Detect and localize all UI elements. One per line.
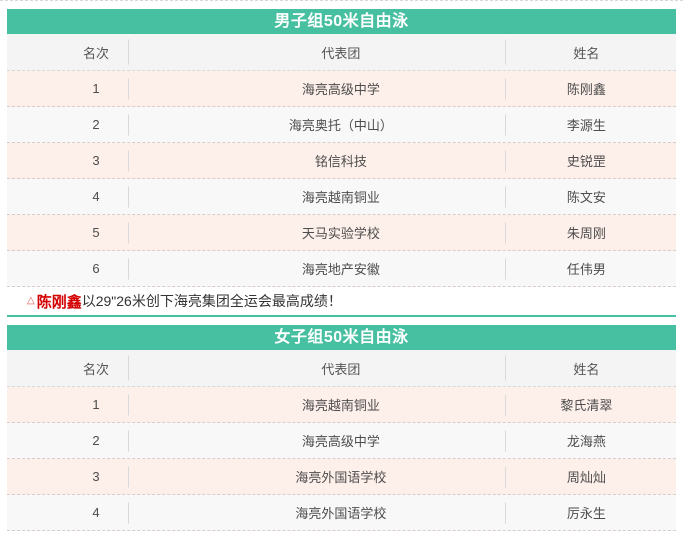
column-divider	[504, 222, 506, 243]
column-divider	[504, 394, 506, 415]
column-divider	[128, 150, 130, 171]
column-divider	[504, 430, 506, 451]
name-cell: 黎氏清翠	[560, 398, 613, 413]
column-divider	[128, 114, 130, 135]
team-cell: 海亮外国语学校	[295, 506, 387, 521]
team-cell: 海亮越南铜业	[301, 398, 380, 413]
women-table-body: 1 海亮越南铜业 黎氏清翠 2 海亮高级中学 龙海燕 3 海亮外国语学校 周灿灿…	[7, 387, 676, 531]
rank-cell: 2	[92, 117, 100, 132]
rank-cell: 4	[92, 189, 100, 204]
column-header-team: 代表团	[321, 45, 361, 61]
table-row: 6 海亮地产安徽 任伟男	[7, 251, 676, 287]
column-divider	[504, 502, 506, 523]
rank-cell: 1	[92, 81, 100, 96]
women-table-title: 女子组50米自由泳	[7, 325, 676, 350]
team-cell: 天马实验学校	[301, 226, 380, 241]
rank-cell: 3	[92, 469, 100, 484]
column-divider	[504, 78, 506, 99]
table-row: 4 海亮外国语学校 厉永生	[7, 495, 676, 531]
triangle-icon: △	[27, 295, 35, 306]
column-divider	[504, 466, 506, 487]
rank-cell: 1	[92, 397, 100, 412]
team-cell: 海亮高级中学	[301, 82, 380, 97]
men-table-title: 男子组50米自由泳	[7, 9, 676, 34]
rank-cell: 5	[92, 225, 100, 240]
column-header-rank: 名次	[82, 45, 109, 61]
team-cell: 海亮越南铜业	[301, 190, 380, 205]
column-header-name: 姓名	[573, 361, 600, 377]
top-dashed-divider	[0, 0, 683, 9]
column-divider	[128, 186, 130, 207]
section-divider-line	[7, 315, 676, 317]
table-row: 2 海亮高级中学 龙海燕	[7, 423, 676, 459]
table-row: 1 海亮高级中学 陈刚鑫	[7, 71, 676, 107]
column-divider	[128, 466, 130, 487]
column-divider	[128, 394, 130, 415]
column-divider	[128, 258, 130, 279]
column-divider	[128, 222, 130, 243]
name-cell: 周灿灿	[566, 470, 606, 485]
table-row: 4 海亮越南铜业 陈文安	[7, 179, 676, 215]
column-divider	[128, 355, 130, 381]
men-results-section: 男子组50米自由泳 名次 代表团 姓名 1 海亮高级中学 陈刚鑫 2 海亮奥托（…	[7, 9, 676, 287]
name-cell: 李源生	[566, 118, 606, 133]
name-cell: 陈刚鑫	[566, 82, 606, 97]
team-cell: 铭信科技	[314, 154, 367, 169]
name-cell: 朱周刚	[566, 226, 606, 241]
men-table-body: 1 海亮高级中学 陈刚鑫 2 海亮奥托（中山） 李源生 3 铭信科技 史锐罡 4…	[7, 71, 676, 287]
men-table-header-row: 名次 代表团 姓名	[7, 34, 676, 71]
column-divider	[128, 430, 130, 451]
table-row: 1 海亮越南铜业 黎氏清翠	[7, 387, 676, 423]
team-cell: 海亮外国语学校	[295, 470, 387, 485]
team-cell: 海亮地产安徽	[301, 262, 380, 277]
column-divider	[504, 355, 506, 381]
column-divider	[504, 39, 506, 65]
column-divider	[504, 150, 506, 171]
table-row: 3 铭信科技 史锐罡	[7, 143, 676, 179]
women-results-section: 女子组50米自由泳 名次 代表团 姓名 1 海亮越南铜业 黎氏清翠 2 海亮高级…	[7, 325, 676, 531]
note-athlete-name: 陈刚鑫	[36, 293, 82, 311]
name-cell: 史锐罡	[566, 154, 606, 169]
column-divider	[504, 114, 506, 135]
rank-cell: 3	[92, 153, 100, 168]
column-divider	[504, 258, 506, 279]
table-row: 3 海亮外国语学校 周灿灿	[7, 459, 676, 495]
column-header-name: 姓名	[573, 45, 600, 61]
team-cell: 海亮奥托（中山）	[288, 118, 393, 133]
rank-cell: 2	[92, 433, 100, 448]
column-header-team: 代表团	[321, 361, 361, 377]
rank-cell: 4	[92, 505, 100, 520]
name-cell: 厉永生	[566, 506, 606, 521]
results-page: 男子组50米自由泳 名次 代表团 姓名 1 海亮高级中学 陈刚鑫 2 海亮奥托（…	[0, 9, 683, 531]
column-divider	[128, 39, 130, 65]
name-cell: 陈文安	[566, 190, 606, 205]
column-divider	[504, 186, 506, 207]
name-cell: 龙海燕	[566, 434, 606, 449]
column-header-rank: 名次	[82, 361, 109, 377]
record-note: △ 陈刚鑫 以29"26米创下海亮集团全运会最高成绩！	[7, 287, 676, 315]
table-row: 2 海亮奥托（中山） 李源生	[7, 107, 676, 143]
women-table-header-row: 名次 代表团 姓名	[7, 350, 676, 387]
column-divider	[128, 78, 130, 99]
name-cell: 任伟男	[566, 262, 606, 277]
column-divider	[128, 502, 130, 523]
team-cell: 海亮高级中学	[301, 434, 380, 449]
table-row: 5 天马实验学校 朱周刚	[7, 215, 676, 251]
rank-cell: 6	[92, 261, 100, 276]
note-text: 以29"26米创下海亮集团全运会最高成绩！	[81, 293, 342, 309]
